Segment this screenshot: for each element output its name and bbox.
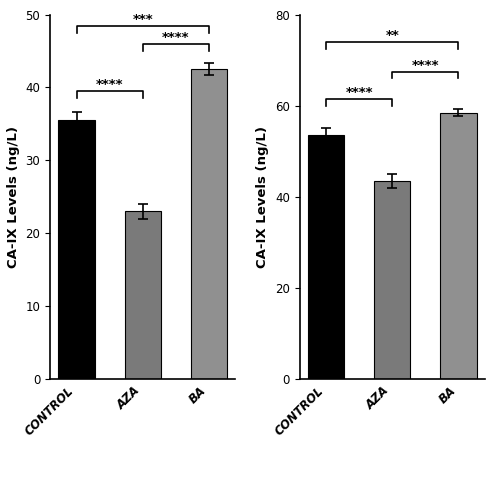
Bar [124, 211, 161, 379]
Text: **: ** [386, 29, 399, 42]
Y-axis label: CA-IX Levels (ng/L): CA-IX Levels (ng/L) [7, 126, 20, 268]
Text: ****: **** [162, 31, 190, 44]
Text: ***: *** [132, 13, 153, 26]
Text: ****: **** [96, 78, 124, 91]
Y-axis label: CA-IX Levels (ng/L): CA-IX Levels (ng/L) [256, 126, 270, 268]
Text: ****: **** [346, 86, 373, 99]
Bar [440, 113, 476, 379]
Bar [190, 69, 227, 379]
Text: ****: **** [412, 58, 439, 71]
Bar [58, 121, 95, 379]
Bar [308, 135, 344, 379]
Bar [374, 181, 410, 379]
